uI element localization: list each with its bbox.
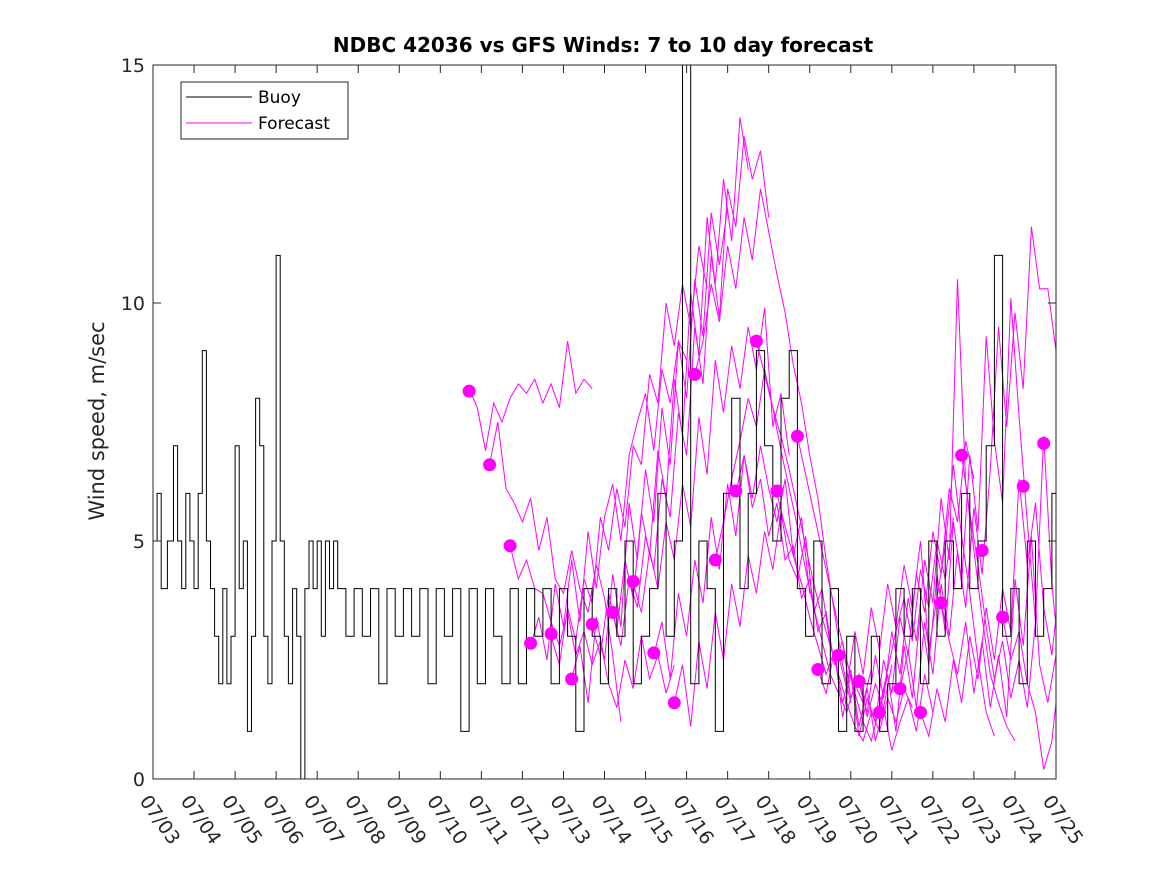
y-axis-label: Wind speed, m/sec — [85, 321, 109, 520]
forecast-marker — [873, 705, 886, 719]
forecast-marker — [1016, 479, 1030, 493]
forecast-marker — [708, 553, 722, 567]
forecast-line-26 — [1002, 617, 1056, 770]
forecast-line-12 — [694, 188, 852, 703]
forecast-marker — [790, 429, 804, 443]
legend-buoy-label: Buoy — [258, 88, 301, 108]
x-tick-label: 07/07 — [299, 791, 348, 848]
forecast-line-17 — [796, 436, 954, 743]
forecast-marker — [688, 367, 702, 381]
x-tick-label: 07/12 — [504, 791, 553, 848]
forecast-marker — [955, 448, 969, 462]
x-tick-label: 07/25 — [1038, 791, 1087, 848]
x-tick-label: 07/22 — [915, 791, 964, 848]
forecast-marker — [934, 596, 948, 610]
forecast-marker — [975, 544, 989, 557]
x-tick-label: 07/08 — [340, 791, 389, 848]
forecast-marker — [893, 682, 907, 696]
x-tick-label: 07/10 — [422, 791, 471, 848]
forecast-line-7 — [591, 117, 749, 656]
forecast-line-11 — [673, 512, 831, 727]
forecast-marker — [626, 575, 640, 588]
forecast-line-19 — [838, 464, 995, 737]
forecast-marker — [729, 484, 743, 498]
forecast-line-5 — [550, 245, 708, 665]
y-tick-label: 10 — [121, 293, 145, 315]
x-tick-label: 07/04 — [176, 791, 225, 848]
y-tick-layer: 0 5 10 15 — [121, 55, 1056, 791]
forecast-marker — [832, 648, 845, 662]
forecast-marker — [1037, 436, 1051, 450]
forecast-marker — [811, 663, 825, 676]
x-tick-label: 07/14 — [586, 791, 635, 848]
forecast-line-1 — [468, 341, 593, 451]
forecast-line-13 — [714, 369, 872, 714]
forecast-marker — [524, 636, 538, 650]
legend-forecast-label: Forecast — [258, 114, 330, 134]
x-tick-label: 07/19 — [792, 791, 841, 848]
chart-title: NDBC 42036 vs GFS Winds: 7 to 10 day for… — [333, 33, 874, 57]
forecast-marker — [462, 384, 476, 398]
forecast-line-4 — [530, 339, 688, 661]
forecast-marker — [565, 672, 579, 686]
buoy-line — [153, 65, 1056, 779]
forecast-marker — [544, 627, 558, 641]
legend-box — [180, 81, 349, 140]
x-tick-label: 07/11 — [463, 791, 512, 848]
x-tick-label: 07/15 — [627, 791, 676, 848]
forecast-marker — [852, 674, 866, 688]
forecast-line-10 — [653, 445, 811, 680]
forecast-line-9 — [632, 307, 790, 613]
x-tick-label: 07/17 — [710, 791, 759, 848]
forecast-marker — [503, 539, 517, 553]
y-tick-label: 0 — [133, 769, 145, 791]
y-tick-label: 5 — [133, 531, 145, 553]
forecast-marker — [606, 605, 620, 619]
x-tick-label: 07/13 — [545, 791, 594, 848]
y-tick-label: 15 — [121, 55, 145, 77]
forecast-marker — [647, 646, 661, 660]
x-tick-label: 07/23 — [956, 791, 1005, 848]
forecast-marker — [749, 334, 763, 348]
x-tick-label: 07/05 — [217, 791, 266, 848]
forecast-marker-layer — [462, 334, 1051, 719]
forecast-marker — [996, 610, 1010, 624]
x-tick-label: 07/06 — [258, 791, 307, 848]
x-tick-label: 07/09 — [381, 791, 430, 848]
legend: Buoy Forecast — [180, 81, 349, 140]
x-tick-label: 07/24 — [997, 791, 1046, 848]
forecast-line-2 — [489, 421, 622, 722]
forecast-marker — [483, 458, 497, 472]
x-tick-label: 07/16 — [668, 791, 717, 848]
forecast-line-24 — [940, 536, 1056, 718]
forecast-marker — [914, 705, 927, 719]
forecast-line-23 — [920, 479, 1056, 739]
forecast-marker — [585, 617, 599, 631]
x-tick-label: 07/03 — [135, 791, 184, 848]
x-tick-label: 07/21 — [874, 791, 923, 848]
forecast-marker — [667, 696, 681, 710]
x-tick-label: 07/18 — [751, 791, 800, 848]
forecast-marker — [770, 484, 784, 498]
x-tick-label: 07/20 — [833, 791, 882, 848]
